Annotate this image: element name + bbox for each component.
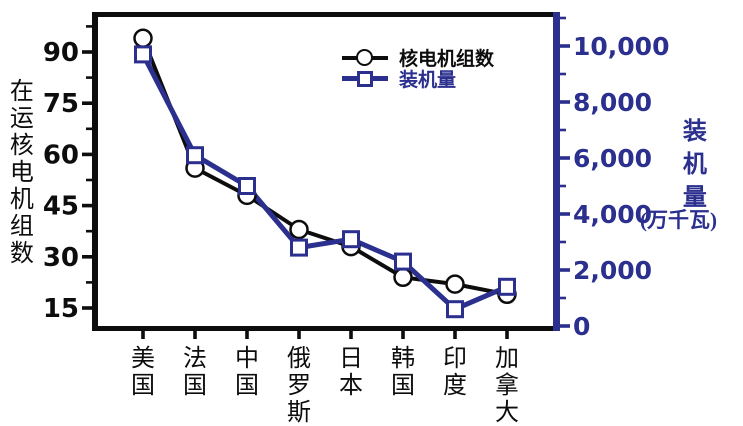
right-axis-line (553, 12, 560, 331)
left-tick-label: 45 (43, 192, 79, 222)
right-major-tick (560, 268, 570, 272)
x-category-label: 国 (235, 373, 259, 399)
legend-label-capacity: 装机量 (399, 69, 457, 91)
units-marker-circle (445, 274, 465, 294)
left-major-tick (82, 203, 92, 208)
x-category-label: 俄 (287, 345, 311, 372)
x-category-label: 韩 (391, 345, 415, 372)
x-category-label: 日 (339, 346, 363, 372)
capacity-marker-square (342, 230, 360, 249)
x-category-label: 本 (339, 372, 363, 399)
x-tick (193, 331, 197, 339)
capacity-marker-square (394, 252, 412, 271)
x-category-label: 中 (235, 345, 259, 372)
left-major-tick (82, 306, 92, 310)
x-category-label: 国 (183, 373, 207, 399)
right-tick-label: 2,000 (573, 256, 652, 285)
left-minor-tick (86, 281, 92, 284)
right-minor-tick (560, 296, 566, 300)
x-category-label: 度 (443, 372, 467, 399)
left-tick-label: 75 (43, 89, 79, 119)
left-axis-line (92, 12, 98, 331)
left-tick-label: 60 (43, 140, 79, 170)
legend-label-units: 核电机组数 (399, 48, 495, 70)
right-axis-title: 装机量 (678, 118, 705, 217)
left-minor-tick (86, 76, 92, 79)
right-tick-label: 4,000 (573, 200, 652, 229)
right-minor-tick (560, 72, 566, 76)
left-axis-title: 在运核电机组数 (5, 78, 32, 267)
left-minor-tick (86, 178, 92, 182)
x-category-label: 罗 (287, 373, 311, 399)
x-tick (401, 331, 405, 339)
x-category-label: 斯 (287, 399, 311, 426)
right-major-tick (560, 324, 570, 328)
legend-square-symbol (342, 69, 388, 88)
right-minor-tick (560, 184, 566, 188)
x-tick (245, 331, 249, 339)
capacity-marker-square (186, 146, 204, 165)
x-tick (297, 331, 301, 339)
right-minor-tick (560, 16, 566, 20)
capacity-marker-square (134, 45, 152, 64)
right-tick-label: 8,000 (573, 88, 652, 117)
right-minor-tick (560, 240, 566, 244)
square-marker-icon (357, 71, 373, 87)
left-tick-label: 30 (43, 243, 79, 273)
left-tick-label: 15 (43, 294, 79, 324)
units-marker-circle (393, 267, 413, 288)
left-minor-tick (86, 127, 92, 131)
x-category-label: 美 (131, 345, 155, 372)
left-major-tick (82, 101, 92, 105)
x-tick (505, 331, 509, 339)
top-frame-line (92, 12, 560, 17)
right-tick-label: 0 (573, 312, 590, 341)
x-category-label: 大 (495, 399, 519, 426)
x-category-label: 国 (131, 373, 155, 399)
right-tick-label: 6,000 (573, 144, 652, 173)
legend-circle-symbol (342, 48, 388, 67)
left-minor-tick (86, 25, 92, 28)
legend-row-capacity: 装机量 (342, 69, 494, 91)
capacity-marker-square (498, 277, 516, 296)
x-category-label: 印 (443, 345, 467, 372)
x-category-label: 拿 (495, 372, 519, 399)
capacity-marker-square (290, 238, 308, 257)
units-marker-circle (289, 219, 309, 240)
capacity-marker-square (446, 300, 464, 319)
series-capacity-line (140, 53, 508, 312)
legend-row-units: 核电机组数 (342, 48, 494, 70)
x-category-label: 法 (183, 345, 207, 372)
right-major-tick (560, 100, 570, 104)
left-minor-tick (86, 229, 92, 233)
units-marker-circle (133, 28, 153, 49)
right-major-tick (560, 212, 570, 216)
right-tick-label: 10,000 (573, 32, 669, 61)
x-tick (453, 331, 457, 339)
x-tick (141, 331, 145, 339)
left-major-tick (82, 50, 92, 54)
legend: 核电机组数 装机量 (342, 48, 494, 91)
capacity-marker-square (238, 177, 256, 195)
x-category-label: 加 (495, 345, 519, 372)
x-tick (349, 331, 353, 339)
right-major-tick (560, 44, 570, 48)
circle-marker-icon (356, 49, 373, 66)
right-axis-unit: (万千瓦) (640, 208, 717, 232)
right-minor-tick (560, 128, 566, 132)
left-tick-label: 90 (43, 38, 79, 68)
bottom-axis-line (92, 326, 560, 331)
right-major-tick (560, 156, 570, 160)
left-major-tick (82, 152, 92, 157)
x-category-label: 国 (391, 373, 415, 399)
left-major-tick (82, 255, 92, 259)
